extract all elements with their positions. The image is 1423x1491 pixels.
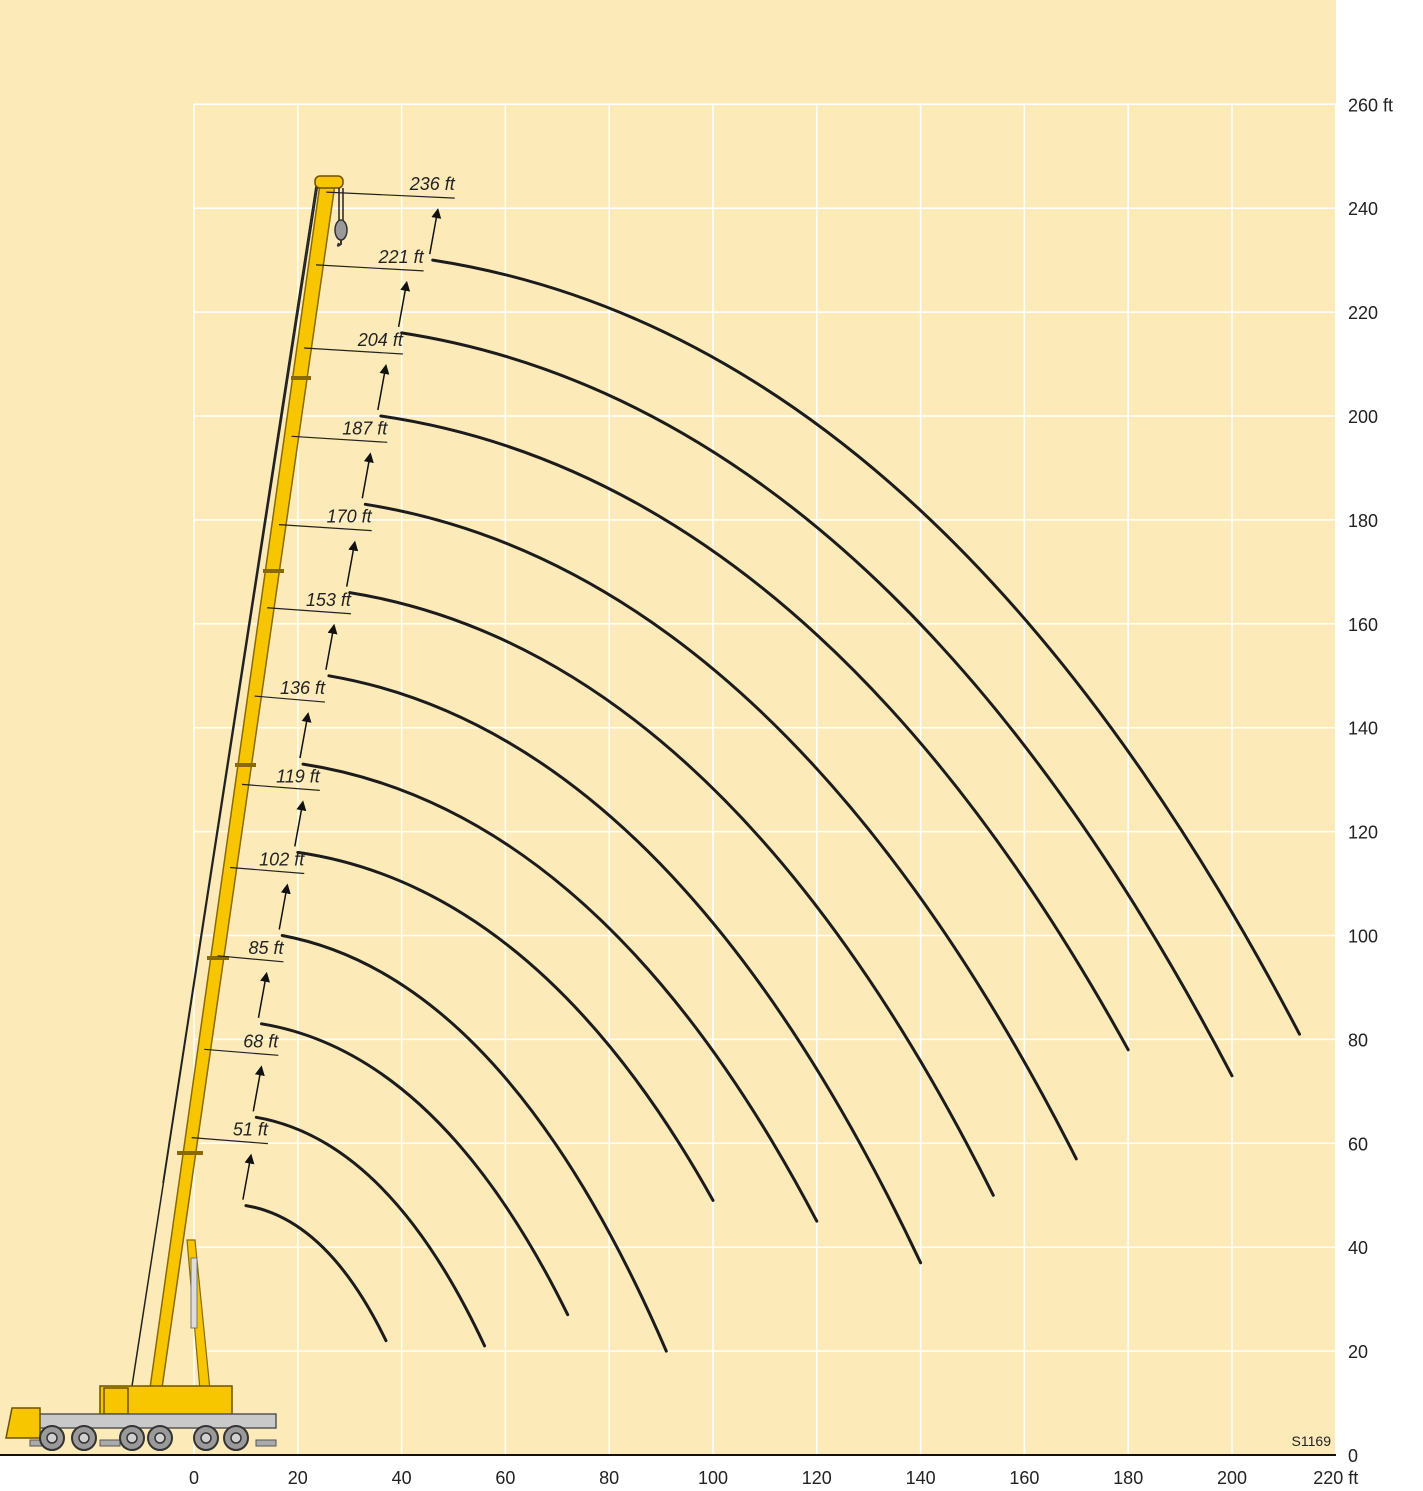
y-tick-label: 80 bbox=[1348, 1030, 1368, 1050]
boom-length-label: 221 ft bbox=[378, 247, 425, 267]
y-tick-label: 220 bbox=[1348, 303, 1378, 323]
leader-line bbox=[267, 607, 351, 615]
hook bbox=[336, 240, 342, 247]
y-tick-label: 20 bbox=[1348, 1342, 1368, 1362]
outrigger bbox=[99, 1439, 121, 1447]
boom-length-label: 85 ft bbox=[248, 938, 284, 958]
wheel-hub bbox=[154, 1432, 166, 1444]
grid bbox=[193, 103, 1337, 1455]
x-tick-label: 140 bbox=[906, 1468, 936, 1488]
boom-head bbox=[314, 175, 344, 189]
leader-line bbox=[254, 695, 326, 703]
x-tick-label: 40 bbox=[392, 1468, 412, 1488]
y-tick-label: 240 bbox=[1348, 199, 1378, 219]
y-tick-label: 180 bbox=[1348, 511, 1378, 531]
extension-arrow bbox=[361, 452, 374, 499]
x-tick-label: 80 bbox=[599, 1468, 619, 1488]
hook-path-curve bbox=[379, 414, 1130, 1052]
hook-path-curve bbox=[363, 502, 1078, 1161]
extension-arrow bbox=[299, 712, 312, 759]
extension-arrow bbox=[242, 1153, 255, 1200]
y-tick-label: 100 bbox=[1348, 927, 1378, 947]
y-tick-label: 160 bbox=[1348, 615, 1378, 635]
guy-line bbox=[162, 185, 317, 1184]
leader-line bbox=[278, 524, 372, 532]
drawing-code: S1169 bbox=[1292, 1433, 1332, 1449]
leader-line bbox=[326, 191, 455, 199]
boom-length-label: 136 ft bbox=[280, 678, 326, 698]
boom-length-label: 51 ft bbox=[233, 1120, 269, 1140]
leader-line bbox=[304, 347, 403, 355]
boom-length-labels: 51 ft 68 ft 85 ft 102 ft 119 ft 136 ft 153 ft 1… bbox=[191, 174, 456, 1200]
outrigger bbox=[255, 1439, 277, 1447]
boom-length-label: 170 ft bbox=[327, 507, 373, 527]
extension-arrow bbox=[377, 364, 390, 411]
x-tick-label: 180 bbox=[1113, 1468, 1143, 1488]
leader-line bbox=[241, 783, 320, 791]
hook-path-curve bbox=[296, 850, 715, 1202]
extension-arrow bbox=[257, 971, 270, 1018]
extension-arrow bbox=[252, 1065, 265, 1112]
extension-arrow bbox=[294, 800, 307, 847]
leader-line bbox=[191, 1137, 268, 1145]
hook-paths bbox=[244, 258, 1301, 1353]
x-tick-label: 0 bbox=[189, 1468, 199, 1488]
y-tick-label: 140 bbox=[1348, 719, 1378, 739]
y-tick-label: 60 bbox=[1348, 1134, 1368, 1154]
y-axis-ticks: 0 20 40 60 80 100 120 140 160 180 200 220 240 260 ft bbox=[1348, 95, 1393, 1466]
hook-path-curve bbox=[254, 1115, 487, 1348]
y-tick-label: 120 bbox=[1348, 823, 1378, 843]
boom-length-label: 102 ft bbox=[259, 850, 305, 870]
guy-line bbox=[131, 182, 319, 1387]
extension-arrow bbox=[345, 540, 359, 587]
boom-length-label: 153 ft bbox=[306, 590, 352, 610]
boom-length-label: 68 ft bbox=[243, 1031, 279, 1051]
extension-arrow bbox=[397, 280, 411, 328]
leader-line bbox=[315, 264, 424, 272]
boom-length-label: 236 ft bbox=[409, 174, 456, 194]
wheel-hub bbox=[78, 1432, 90, 1444]
leader-line bbox=[230, 866, 305, 875]
y-tick-label: 0 bbox=[1348, 1446, 1358, 1466]
driver-cab bbox=[5, 1407, 41, 1439]
boom-length-label: 204 ft bbox=[357, 330, 404, 350]
x-tick-label: 20 bbox=[288, 1468, 308, 1488]
wheel-hub bbox=[200, 1432, 212, 1444]
leader-line bbox=[204, 1048, 279, 1056]
extension-arrow bbox=[278, 883, 291, 930]
y-tick-label: 40 bbox=[1348, 1238, 1368, 1258]
hook-path-curve bbox=[301, 762, 819, 1223]
hook-path-curve bbox=[244, 1204, 388, 1343]
x-tick-label: 100 bbox=[698, 1468, 728, 1488]
wheel-hub bbox=[230, 1432, 242, 1444]
x-tick-label: 120 bbox=[802, 1468, 832, 1488]
hook-path-curve bbox=[260, 1022, 570, 1317]
hook-path-curve bbox=[431, 258, 1301, 1036]
wheels bbox=[39, 1425, 249, 1451]
hook-path-curve bbox=[327, 674, 923, 1265]
wheel-hub bbox=[126, 1432, 138, 1444]
extension-arrow bbox=[429, 208, 442, 255]
hook-path-curve bbox=[400, 331, 1234, 1078]
x-tick-label: 60 bbox=[495, 1468, 515, 1488]
hook-path-curve bbox=[280, 934, 668, 1353]
leader-line bbox=[291, 435, 388, 443]
boom-length-label: 119 ft bbox=[276, 766, 321, 786]
hook-block bbox=[334, 219, 348, 241]
y-tick-label: 260 ft bbox=[1348, 95, 1393, 115]
cylinder-rod bbox=[190, 1257, 198, 1329]
x-tick-label: 160 bbox=[1009, 1468, 1039, 1488]
leader-line bbox=[217, 955, 284, 963]
wheel-hub bbox=[46, 1432, 58, 1444]
extension-arrow bbox=[325, 623, 338, 670]
boom-length-label: 187 ft bbox=[342, 418, 388, 438]
operator-cab bbox=[103, 1387, 129, 1415]
crane-icon bbox=[5, 175, 348, 1451]
y-tick-label: 200 bbox=[1348, 407, 1378, 427]
x-tick-label: 220 ft bbox=[1313, 1468, 1358, 1488]
x-tick-label: 200 bbox=[1217, 1468, 1247, 1488]
hook-path-curve bbox=[348, 591, 995, 1197]
x-axis-ticks: 0 20 40 60 80 100 120 140 160 180 200 220 ft bbox=[189, 1468, 1358, 1488]
